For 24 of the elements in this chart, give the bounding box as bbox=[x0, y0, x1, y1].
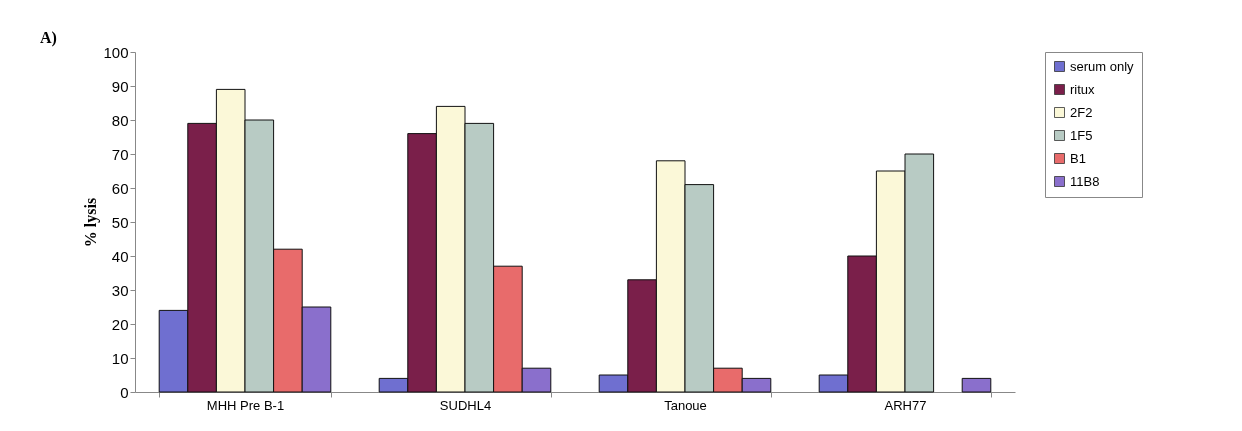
x-tick-label: MHH Pre B-1 bbox=[206, 397, 285, 413]
y-tick-label: 20 bbox=[111, 315, 129, 333]
x-tick-label: Tanoue bbox=[664, 397, 707, 413]
y-tick-label: 50 bbox=[111, 213, 129, 231]
legend-label: 11B8 bbox=[1070, 173, 1100, 189]
text: A) bbox=[40, 29, 57, 47]
y-tick-label: 70 bbox=[111, 145, 129, 163]
y-tick-label: 30 bbox=[111, 281, 129, 299]
legend-label: 1F5 bbox=[1070, 127, 1093, 143]
legend-label: B1 bbox=[1070, 150, 1086, 166]
y-tick-label: 10 bbox=[111, 349, 129, 367]
y-tick-label: 40 bbox=[111, 247, 129, 265]
x-tick-label: ARH77 bbox=[884, 397, 927, 413]
y-tick-label: 100 bbox=[103, 43, 129, 61]
legend-label: 2F2 bbox=[1070, 104, 1093, 120]
y-tick-label: 60 bbox=[111, 179, 129, 197]
y-tick-label: 80 bbox=[111, 111, 129, 129]
x-tick-label: SUDHL4 bbox=[439, 397, 492, 413]
y-tick-label: 0 bbox=[120, 383, 129, 401]
bar bbox=[961, 377, 992, 393]
y-axis-title: % lysis bbox=[82, 197, 101, 248]
legend-label: ritux bbox=[1070, 81, 1096, 97]
y-tick-label: 90 bbox=[111, 77, 129, 95]
legend-label: serum only bbox=[1070, 58, 1135, 74]
